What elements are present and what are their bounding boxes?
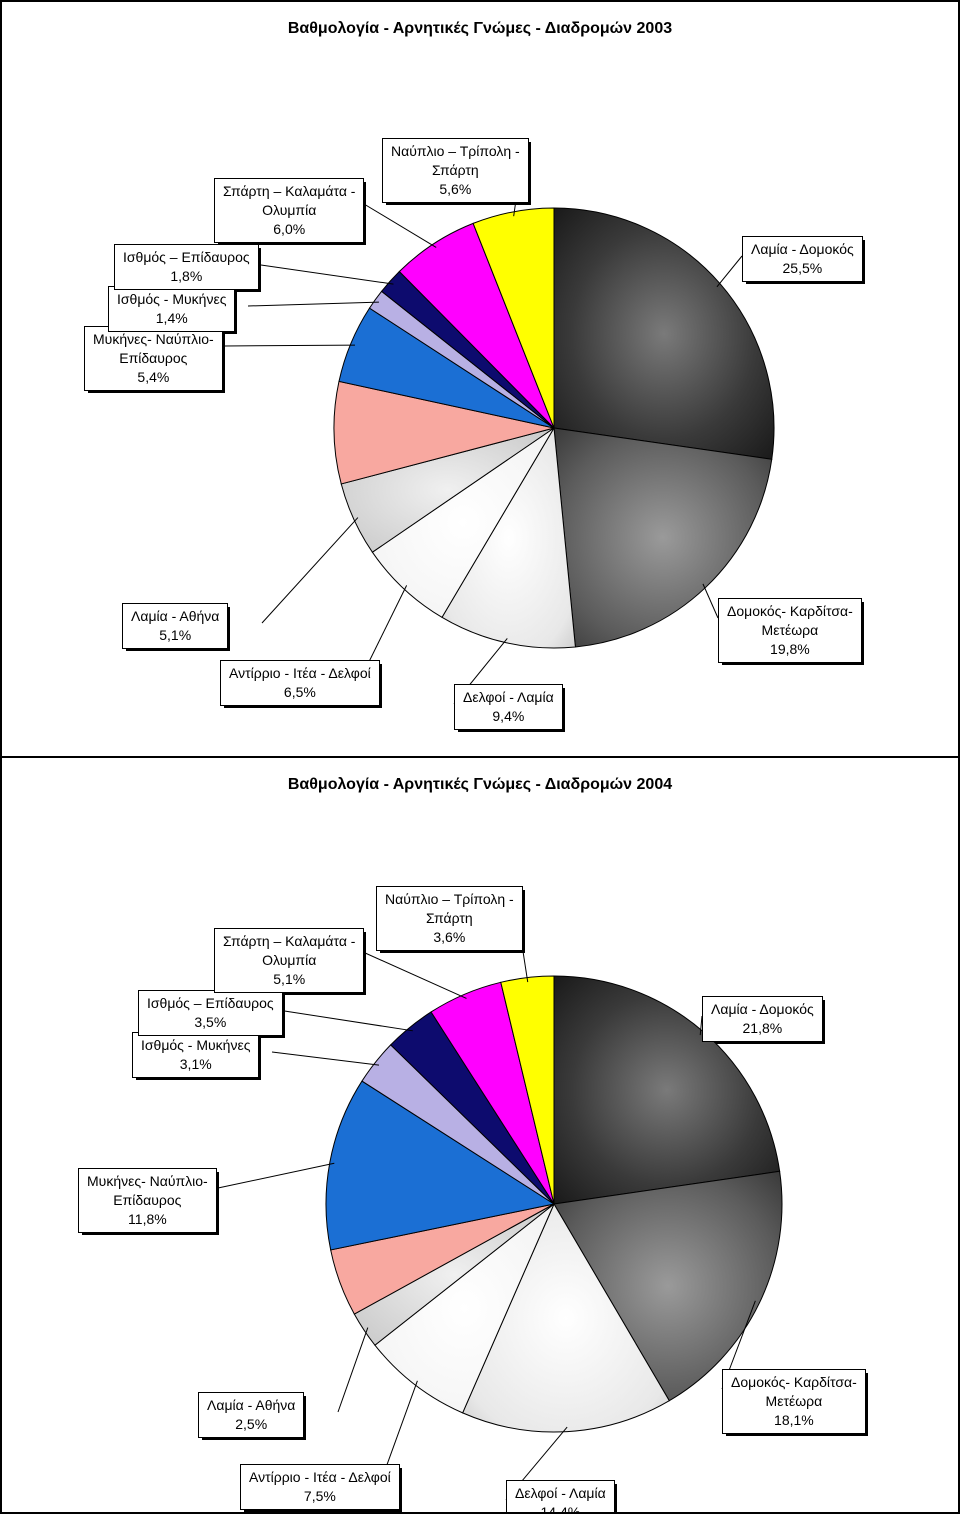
label-line1: Ισθμός - Μυκήνες [117,291,226,307]
label-pct: 1,4% [156,310,188,326]
label-line1: Δομοκός- Καρδίτσα- [727,603,853,619]
slice-label: Μυκήνες- Ναύπλιο- Επίδαυρος 5,4% [84,326,223,391]
slice-label: Δελφοί - Λαμία 14,4% [506,1480,615,1513]
slice-label: Λαμία - Αθήνα 5,1% [122,603,228,649]
label-pct: 5,4% [137,369,169,385]
label-pct: 5,6% [439,181,471,197]
label-line1: Λαμία - Δομοκός [751,241,854,257]
leader-line [272,1052,379,1065]
slice-label: Μυκήνες- Ναύπλιο- Επίδαυρος 11,8% [78,1168,217,1233]
label-pct: 3,6% [433,929,465,945]
slice-label: Σπάρτη – Καλαμάτα - Ολυμπία 5,1% [214,928,364,993]
leader-line [254,264,393,284]
slice-label: Ισθμός - Μυκήνες 3,1% [132,1032,259,1078]
label-line1: Σπάρτη – Καλαμάτα - [223,933,355,949]
leader-line [224,345,355,346]
slice-label: Ισθμός – Επίδαυρος 3,5% [138,990,283,1036]
slice-label: Λαμία - Αθήνα 2,5% [198,1392,304,1438]
label-line1: Αντίρριο - Ιτέα - Δελφοί [249,1469,391,1485]
label-line1: Λαμία - Αθήνα [207,1397,295,1413]
chart-title-2003: Βαθμολογία - Αρνητικές Γνώμες - Διαδρομώ… [2,20,958,38]
pie-wrap-2004: Λαμία - Δομοκός 21,8% Δομοκός- Καρδίτσα- Με… [2,804,958,1513]
label-line1: Ναύπλιο – Τρίπολη - [385,891,514,907]
label-line2: Επίδαυρος [119,350,187,366]
label-pct: 6,5% [284,684,316,700]
label-line1: Λαμία - Αθήνα [131,608,219,624]
leader-line [262,518,358,623]
chart-title-2004: Βαθμολογία - Αρνητικές Γνώμες - Διαδρομώ… [2,776,958,794]
label-line1: Λαμία - Δομοκός [711,1001,814,1017]
slice-label: Δομοκός- Καρδίτσα- Μετέωρα 19,8% [718,598,862,663]
label-pct: 5,1% [159,627,191,643]
leader-line [248,302,379,306]
label-pct: 14,4% [541,1504,581,1513]
slice-label: Ισθμός - Μυκήνες 1,4% [108,286,235,332]
leader-line [717,256,742,287]
slice-label: Σπάρτη – Καλαμάτα - Ολυμπία 6,0% [214,178,364,243]
label-line1: Ναύπλιο – Τρίπολη - [391,143,520,159]
leader-line [354,948,466,998]
label-line2: Ολυμπία [262,202,316,218]
pie-slice [554,208,774,459]
label-pct: 1,8% [170,268,202,284]
label-pct: 6,0% [273,221,305,237]
leader-line [703,584,718,618]
slice-label: Αντίρριο - Ιτέα - Δελφοί 7,5% [240,1464,400,1510]
slice-label: Λαμία - Δομοκός 21,8% [702,996,823,1042]
page-container: Βαθμολογία - Αρνητικές Γνώμες - Διαδρομώ… [0,0,960,1514]
slice-label: Λαμία - Δομοκός 25,5% [742,236,863,282]
label-line1: Δελφοί - Λαμία [515,1485,606,1501]
leader-line [338,1328,368,1412]
leader-line [218,1163,334,1188]
label-pct: 25,5% [783,260,823,276]
label-line1: Μυκήνες- Ναύπλιο- [93,331,214,347]
leader-line [354,198,436,247]
label-pct: 3,5% [194,1014,226,1030]
slice-label: Δομοκός- Καρδίτσα- Μετέωρα 18,1% [722,1369,866,1434]
label-line1: Δελφοί - Λαμία [463,689,554,705]
label-line2: Μετέωρα [762,622,819,638]
label-line1: Αντίρριο - Ιτέα - Δελφοί [229,665,371,681]
label-line2: Επίδαυρος [113,1192,181,1208]
slice-label: Αντίρριο - Ιτέα - Δελφοί 6,5% [220,660,380,706]
label-pct: 21,8% [743,1020,783,1036]
label-line2: Ολυμπία [262,952,316,968]
label-line2: Μετέωρα [766,1393,823,1409]
label-line2: Σπάρτη [426,910,473,926]
label-line1: Δομοκός- Καρδίτσα- [731,1374,857,1390]
slice-label: Δελφοί - Λαμία 9,4% [454,684,563,730]
label-pct: 18,1% [774,1412,814,1428]
label-line1: Σπάρτη – Καλαμάτα - [223,183,355,199]
label-pct: 7,5% [304,1488,336,1504]
label-pct: 19,8% [770,641,810,657]
label-line1: Ισθμός - Μυκήνες [141,1037,250,1053]
label-pct: 3,1% [180,1056,212,1072]
label-line2: Σπάρτη [432,162,479,178]
label-pct: 5,1% [273,971,305,987]
label-pct: 11,8% [128,1211,167,1227]
label-line1: Ισθμός – Επίδαυρος [123,249,250,265]
chart-panel-2004: Βαθμολογία - Αρνητικές Γνώμες - Διαδρομώ… [1,757,959,1513]
slice-label: Ναύπλιο – Τρίπολη - Σπάρτη 5,6% [382,138,529,203]
slice-label: Ισθμός – Επίδαυρος 1,8% [114,244,259,290]
label-line1: Μυκήνες- Ναύπλιο- [87,1173,208,1189]
label-pct: 9,4% [492,708,524,724]
label-pct: 2,5% [235,1416,267,1432]
leader-line [278,1010,413,1031]
label-line1: Ισθμός – Επίδαυρος [147,995,274,1011]
slice-label: Ναύπλιο – Τρίπολη - Σπάρτη 3,6% [376,886,523,951]
chart-panel-2003: Βαθμολογία - Αρνητικές Γνώμες - Διαδρομώ… [1,1,959,757]
pie-wrap-2003: Λαμία - Δομοκός 25,5% Δομοκός- Καρδίτσα- Με… [2,48,958,757]
